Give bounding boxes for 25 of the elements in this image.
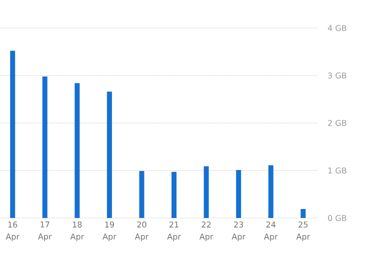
- x-tick-label: 17 Apr: [38, 222, 52, 242]
- bar: [74, 83, 80, 218]
- bar: [10, 50, 16, 218]
- x-tick-label: 20 Apr: [134, 222, 149, 242]
- bar: [106, 92, 112, 218]
- bar: [236, 170, 242, 218]
- x-tick-label: 21 Apr: [167, 222, 181, 242]
- bar: [139, 170, 144, 218]
- y-tick-label: 2 GB: [328, 120, 346, 126]
- x-tick-label: 18 Apr: [70, 222, 84, 242]
- y-tick-label: 3 GB: [328, 72, 346, 79]
- y-tick-label: 4 GB: [328, 24, 346, 32]
- y-tick-label: 1 GB: [328, 167, 346, 174]
- bar: [300, 208, 306, 218]
- bar: [268, 165, 274, 218]
- x-tick-label: 22 Apr: [199, 222, 214, 242]
- bar: [172, 172, 177, 218]
- x-tick-label: 16 Apr: [6, 222, 20, 242]
- y-tick-label: 0 GB: [328, 214, 346, 222]
- bar: [204, 166, 209, 218]
- x-tick-label: 23 Apr: [232, 222, 246, 242]
- bar: [42, 76, 48, 218]
- x-tick-label: 25 Apr: [296, 222, 310, 242]
- x-tick-label: 24 Apr: [264, 222, 278, 242]
- x-tick-label: 19 Apr: [102, 222, 116, 242]
